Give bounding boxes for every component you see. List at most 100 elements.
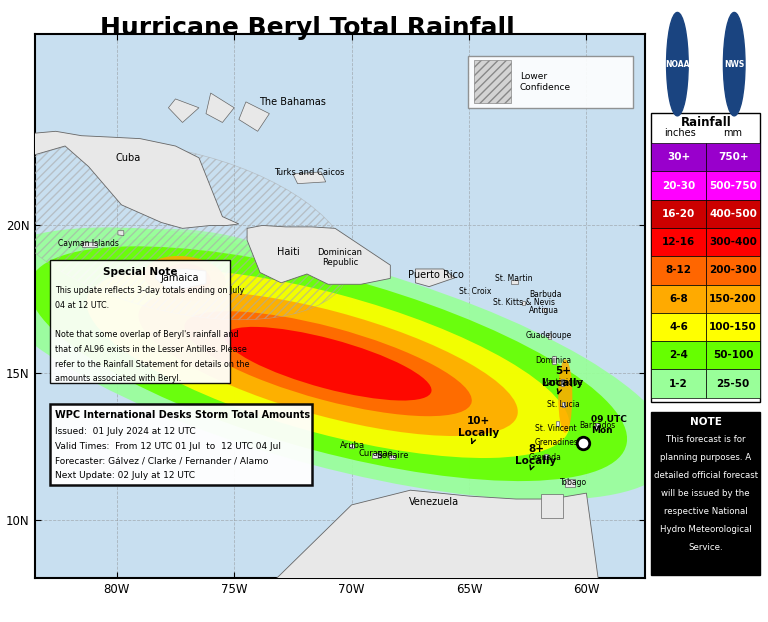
Text: St. Kitts & Nevis: St. Kitts & Nevis xyxy=(493,298,555,307)
Text: Special Note: Special Note xyxy=(103,267,177,277)
FancyBboxPatch shape xyxy=(468,56,633,108)
FancyBboxPatch shape xyxy=(651,171,706,200)
Text: This forecast is for: This forecast is for xyxy=(666,435,746,443)
FancyBboxPatch shape xyxy=(651,256,706,284)
Text: Martinique: Martinique xyxy=(541,378,582,387)
Text: Dominican
Republic: Dominican Republic xyxy=(317,248,362,267)
FancyBboxPatch shape xyxy=(651,412,760,575)
Text: 200-300: 200-300 xyxy=(709,266,757,276)
Text: Haiti: Haiti xyxy=(276,247,300,257)
Text: 50-100: 50-100 xyxy=(713,350,753,360)
Text: 300-400: 300-400 xyxy=(709,237,757,247)
Text: Dominica: Dominica xyxy=(535,356,571,364)
FancyBboxPatch shape xyxy=(651,284,706,313)
Text: 4-6: 4-6 xyxy=(669,322,688,332)
Text: Note that some overlap of Beryl's rainfall and: Note that some overlap of Beryl's rainfa… xyxy=(55,330,238,339)
Ellipse shape xyxy=(144,256,226,301)
Text: 10+
Locally: 10+ Locally xyxy=(458,416,499,443)
Text: Grenada: Grenada xyxy=(529,453,561,462)
Text: NWS: NWS xyxy=(724,60,744,68)
FancyBboxPatch shape xyxy=(474,60,511,103)
FancyBboxPatch shape xyxy=(651,143,706,171)
Text: Aruba: Aruba xyxy=(339,441,365,450)
Text: Bonaire: Bonaire xyxy=(376,451,409,460)
Text: 6-8: 6-8 xyxy=(669,294,688,304)
Text: 150-200: 150-200 xyxy=(709,294,757,304)
Text: planning purposes. A: planning purposes. A xyxy=(660,453,751,462)
Ellipse shape xyxy=(558,360,572,433)
Polygon shape xyxy=(118,231,124,236)
Text: inches: inches xyxy=(664,128,696,138)
Text: 20-30: 20-30 xyxy=(662,180,695,190)
Text: Barbuda: Barbuda xyxy=(529,290,561,299)
Polygon shape xyxy=(1,131,239,228)
FancyBboxPatch shape xyxy=(706,313,760,341)
Text: Hurricane Beryl Total Rainfall: Hurricane Beryl Total Rainfall xyxy=(100,16,515,40)
Text: Cayman Islands: Cayman Islands xyxy=(58,239,119,248)
FancyBboxPatch shape xyxy=(706,143,760,171)
FancyBboxPatch shape xyxy=(651,113,760,402)
Polygon shape xyxy=(81,241,97,248)
Text: NOAA: NOAA xyxy=(665,60,690,68)
Text: 8+
Locally: 8+ Locally xyxy=(515,444,557,470)
Ellipse shape xyxy=(164,264,210,293)
Text: Rainfall: Rainfall xyxy=(680,116,731,129)
Ellipse shape xyxy=(225,327,432,401)
Text: Valid Times:  From 12 UTC 01 Jul  to  12 UTC 04 Jul: Valid Times: From 12 UTC 01 Jul to 12 UT… xyxy=(55,442,281,451)
FancyBboxPatch shape xyxy=(706,369,760,398)
Polygon shape xyxy=(548,333,551,339)
Text: 09 UTC
Mon: 09 UTC Mon xyxy=(591,415,627,435)
Polygon shape xyxy=(565,479,575,487)
Text: Tobago: Tobago xyxy=(560,478,587,488)
Text: Forecaster: Gálvez / Clarke / Fernander / Alamo: Forecaster: Gálvez / Clarke / Fernander … xyxy=(55,457,268,465)
Ellipse shape xyxy=(138,291,518,436)
Polygon shape xyxy=(521,301,525,305)
Text: 12-16: 12-16 xyxy=(662,237,695,247)
Polygon shape xyxy=(556,421,559,426)
Polygon shape xyxy=(415,269,455,287)
FancyBboxPatch shape xyxy=(706,228,760,256)
Text: will be issued by the: will be issued by the xyxy=(661,489,750,498)
FancyBboxPatch shape xyxy=(706,200,760,228)
Text: Service.: Service. xyxy=(688,542,723,552)
FancyBboxPatch shape xyxy=(706,171,760,200)
Polygon shape xyxy=(541,494,563,518)
Text: Lower
Confidence: Lower Confidence xyxy=(520,72,571,91)
Text: 30+: 30+ xyxy=(667,152,690,162)
Text: 8-12: 8-12 xyxy=(666,266,691,276)
Polygon shape xyxy=(349,443,354,448)
Text: 2-4: 2-4 xyxy=(669,350,688,360)
Text: The Bahamas: The Bahamas xyxy=(260,97,326,107)
Polygon shape xyxy=(239,102,270,131)
FancyBboxPatch shape xyxy=(651,228,706,256)
FancyBboxPatch shape xyxy=(706,341,760,369)
Ellipse shape xyxy=(87,269,570,458)
Polygon shape xyxy=(276,490,598,578)
Text: 16-20: 16-20 xyxy=(662,209,695,219)
Text: 5+
Locally: 5+ Locally xyxy=(542,366,584,394)
Ellipse shape xyxy=(0,228,673,500)
Text: Antigua: Antigua xyxy=(529,306,559,315)
Ellipse shape xyxy=(184,311,472,416)
Polygon shape xyxy=(594,422,599,429)
Text: 750+: 750+ xyxy=(718,152,748,162)
Text: mm: mm xyxy=(723,128,743,138)
Text: Issued:  01 July 2024 at 12 UTC: Issued: 01 July 2024 at 12 UTC xyxy=(55,427,195,436)
Polygon shape xyxy=(155,269,206,288)
Polygon shape xyxy=(542,308,546,312)
Text: St. Lucia: St. Lucia xyxy=(547,400,579,409)
Text: St. Martin: St. Martin xyxy=(495,274,532,283)
Text: detailed official forecast: detailed official forecast xyxy=(654,471,758,480)
Text: Curaçao: Curaçao xyxy=(359,449,394,458)
Polygon shape xyxy=(372,453,382,458)
Text: respective National: respective National xyxy=(664,506,747,516)
Text: Grenadines: Grenadines xyxy=(535,438,579,447)
FancyBboxPatch shape xyxy=(50,404,313,485)
Text: Hydro Meteorological: Hydro Meteorological xyxy=(660,524,752,534)
Text: 04 at 12 UTC.: 04 at 12 UTC. xyxy=(55,301,109,310)
Circle shape xyxy=(667,12,688,116)
Text: 400-500: 400-500 xyxy=(709,209,757,219)
Text: Turks and Caicos: Turks and Caicos xyxy=(274,168,345,177)
Text: 1-2: 1-2 xyxy=(669,379,688,389)
Text: Barbados: Barbados xyxy=(579,421,615,430)
